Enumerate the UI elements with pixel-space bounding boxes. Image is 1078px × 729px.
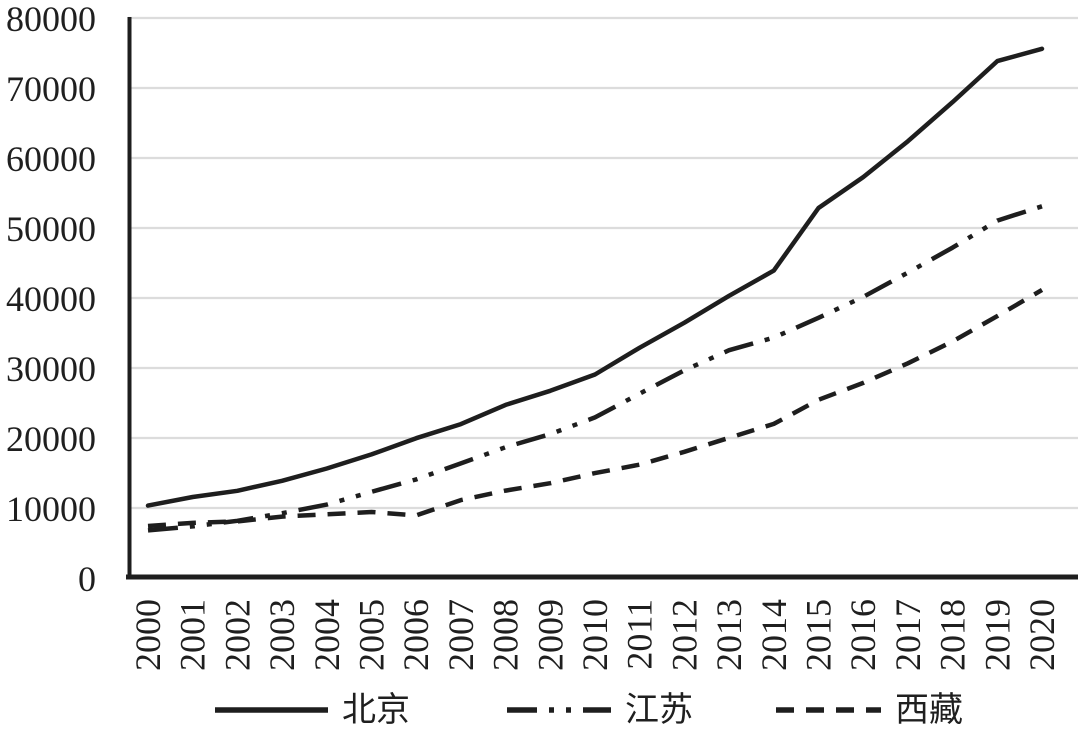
legend-item-xizang: 西藏 (776, 691, 963, 729)
y-axis-tick-label: 0 (78, 559, 96, 599)
gridlines (128, 16, 1078, 510)
series-line-xizang (147, 287, 1044, 529)
x-axis-tick-label: 2014 (754, 599, 794, 671)
y-axis-tick-label: 40000 (6, 279, 96, 319)
y-axis-tick-labels: 0 10000 20000 30000 40000 50000 60000 70000 8000… (6, 0, 96, 599)
y-axis-tick-label: 30000 (6, 349, 96, 389)
series-line-jiangsu (147, 204, 1043, 533)
legend-label-xizang: 西藏 (895, 691, 963, 729)
x-axis-tick-label: 2020 (1022, 599, 1062, 671)
x-axis-tick-label: 2017 (888, 599, 928, 671)
x-axis-tick-label: 2004 (307, 599, 347, 671)
x-axis-tick-labels: 2000 2001 2002 2003 2004 2005 2006 2007 2008 2009… (128, 599, 1062, 671)
y-axis-tick-label: 20000 (6, 419, 96, 459)
x-axis-tick-label: 2018 (933, 599, 973, 671)
x-axis-tick-label: 2010 (575, 599, 615, 671)
x-axis-tick-label: 2006 (396, 599, 436, 671)
y-axis-tick-label: 60000 (6, 139, 96, 179)
y-axis-tick-label: 50000 (6, 209, 96, 249)
legend-label-beijing: 北京 (342, 691, 410, 729)
y-axis-tick-label: 70000 (6, 69, 96, 109)
x-axis-tick-label: 2011 (620, 599, 660, 670)
legend-item-beijing: 北京 (215, 691, 410, 729)
x-axis-tick-label: 2001 (173, 599, 213, 671)
x-axis-tick-label: 2007 (441, 599, 481, 671)
x-axis-tick-label: 2008 (486, 599, 526, 671)
x-axis-tick-label: 2009 (530, 599, 570, 671)
x-axis-tick-label: 2003 (262, 599, 302, 671)
x-axis-tick-label: 2013 (709, 599, 749, 671)
series-lines (145, 46, 1045, 533)
y-axis-tick-label: 80000 (6, 0, 96, 39)
x-axis-tick-label: 2019 (977, 599, 1017, 671)
legend-item-jiangsu: 江苏 (507, 691, 693, 729)
x-axis-tick-label: 2005 (352, 599, 392, 671)
x-axis-tick-label: 2016 (843, 599, 883, 671)
x-axis-tick-label: 2002 (217, 599, 257, 671)
x-axis-tick-label: 2015 (799, 599, 839, 671)
x-axis-tick-label: 2000 (128, 599, 168, 671)
legend-label-jiangsu: 江苏 (625, 691, 693, 729)
y-axis-tick-label: 10000 (6, 489, 96, 529)
series-line-beijing (145, 46, 1045, 508)
legend: 北京 江苏 西藏 (215, 691, 963, 729)
x-axis-tick-label: 2012 (664, 599, 704, 671)
